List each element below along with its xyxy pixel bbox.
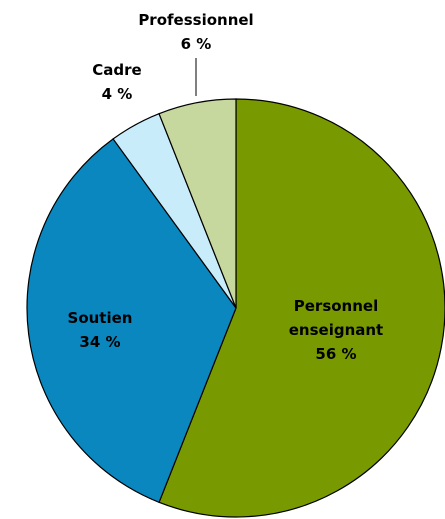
slice-label: Soutien 34 % [50,306,150,354]
value-label: 4 % [101,85,133,103]
category-label: Personnel enseignant [288,297,384,339]
value-label: 34 % [79,333,121,351]
value-label: 6 % [180,35,212,53]
category-label: Soutien [67,309,133,327]
category-label: Professionnel [138,11,254,29]
pie-slice [158,98,445,518]
slice-label: Professionnel 6 % [131,8,261,56]
pie-slice [158,98,237,309]
pie-slice [26,138,237,504]
slice-label: Cadre 4 % [77,58,157,106]
slice-label: Personnel enseignant 56 % [281,294,391,366]
value-label: 56 % [315,345,357,363]
category-label: Cadre [92,61,142,79]
